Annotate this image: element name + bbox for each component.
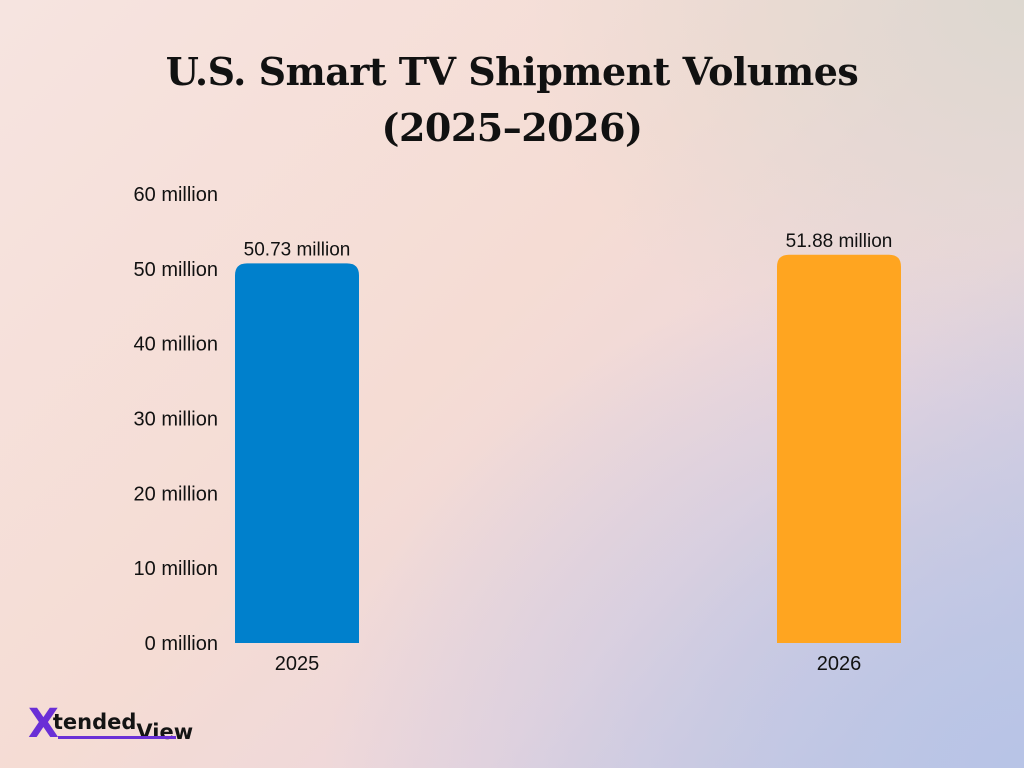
bar-2025 (235, 263, 359, 643)
chart-title: U.S. Smart TV Shipment Volumes (2025–202… (0, 44, 1024, 156)
y-tick-label: 40 million (134, 334, 218, 356)
y-axis: 0 million 10 million 20 million 30 million 4… (134, 184, 218, 655)
data-label-2026: 51.88 million (786, 231, 893, 252)
y-tick-label: 0 million (145, 633, 218, 655)
xtendedview-logo: X tended View (28, 700, 193, 744)
x-axis: 2025 2026 (275, 653, 862, 675)
chart-title-line-2: (2025–2026) (381, 105, 643, 150)
data-label-2025: 50.73 million (244, 239, 351, 260)
bar-2026 (777, 254, 901, 644)
logo-word-tended: tended (52, 710, 137, 734)
logo-mark: X (28, 701, 59, 747)
x-tick-label-2026: 2026 (817, 653, 862, 675)
y-tick-label: 20 million (134, 483, 218, 505)
logo-word-view: View (136, 720, 194, 744)
y-tick-label: 10 million (134, 558, 218, 580)
y-tick-label: 50 million (134, 259, 218, 281)
y-tick-label: 30 million (134, 409, 218, 431)
data-labels: 50.73 million 51.88 million (244, 231, 893, 261)
chart-title-line-1: U.S. Smart TV Shipment Volumes (165, 49, 859, 94)
logo-underline (58, 736, 176, 739)
x-tick-label-2025: 2025 (275, 653, 320, 675)
bars (235, 254, 901, 644)
y-tick-label: 60 million (134, 184, 218, 206)
